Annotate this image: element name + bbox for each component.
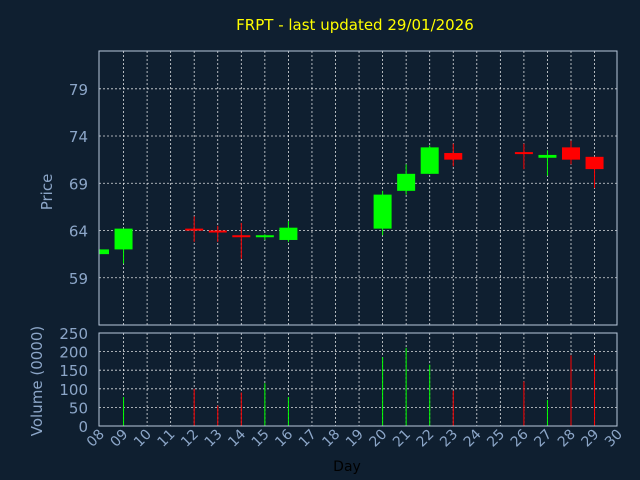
candle-26 xyxy=(514,143,533,170)
x-tick-label: 15 xyxy=(249,427,273,451)
candle-body xyxy=(114,228,133,250)
candle-body xyxy=(279,227,298,240)
x-ticks: 08 09 10 11 12 13 14 15 16 17 18 19 20 21 22 23 24 25 26 27… xyxy=(84,426,626,450)
price-grid xyxy=(99,51,617,325)
x-axis-label: Day xyxy=(333,459,361,475)
candle-body xyxy=(538,154,557,158)
x-tick-label: 18 xyxy=(319,427,343,451)
price-tick-label: 74 xyxy=(69,128,88,146)
volume-tick-label: 150 xyxy=(59,362,88,380)
volume-tick-label: 50 xyxy=(69,399,88,417)
candle-08 xyxy=(99,249,109,255)
candle-16 xyxy=(279,221,298,242)
candle-15 xyxy=(255,234,274,240)
candle-20 xyxy=(373,190,392,236)
candle-body xyxy=(255,235,274,238)
chart-title: FRPT - last updated 29/01/2026 xyxy=(236,16,474,34)
x-tick-label: 16 xyxy=(272,426,296,450)
price-tick-label: 64 xyxy=(69,223,88,241)
candle-body xyxy=(232,235,251,238)
candle-body xyxy=(562,147,580,160)
x-tick-label: 25 xyxy=(484,427,508,451)
price-tick-label: 79 xyxy=(69,81,88,99)
volume-axis-label: Volume (0000) xyxy=(28,326,46,436)
candle-09 xyxy=(114,228,133,264)
candle-22 xyxy=(420,145,439,174)
volume-grid xyxy=(99,333,617,426)
volume-tick-label: 0 xyxy=(78,418,88,436)
x-tick-label: 17 xyxy=(296,427,320,451)
x-tick-label: 22 xyxy=(414,427,438,451)
x-tick-label: 14 xyxy=(225,426,249,450)
candle-body xyxy=(208,230,227,233)
candle-body xyxy=(420,147,439,174)
x-tick-label: 20 xyxy=(367,427,391,451)
x-tick-label: 27 xyxy=(531,427,555,451)
x-tick-label: 13 xyxy=(202,427,226,451)
price-tick-label: 69 xyxy=(69,175,88,193)
price-axis-label: Price xyxy=(38,174,56,211)
x-tick-label: 21 xyxy=(390,427,414,451)
candle-21 xyxy=(397,164,416,195)
x-tick-label: 10 xyxy=(131,427,155,451)
candle-27 xyxy=(538,150,557,176)
x-tick-label: 12 xyxy=(178,427,202,451)
price-y-ticks: 59 64 69 74 79 xyxy=(69,81,88,288)
x-tick-label: 29 xyxy=(578,427,602,451)
x-tick-label: 30 xyxy=(602,427,626,451)
volume-bars xyxy=(123,347,596,426)
volume-panel-frame xyxy=(98,332,618,427)
candle-body xyxy=(100,249,109,255)
x-tick-label: 26 xyxy=(508,426,532,450)
candle-body xyxy=(514,152,533,155)
price-panel-frame xyxy=(98,50,618,326)
x-tick-label: 23 xyxy=(437,427,461,451)
candle-body xyxy=(373,194,392,229)
volume-tick-label: 200 xyxy=(59,344,88,362)
price-tick-label: 59 xyxy=(69,270,88,288)
x-tick-label: 28 xyxy=(555,427,579,451)
volume-tick-label: 250 xyxy=(59,325,88,343)
candle-23 xyxy=(444,143,463,167)
candle-body xyxy=(185,228,204,231)
volume-tick-label: 100 xyxy=(59,381,88,399)
candle-28 xyxy=(562,140,580,165)
candle-body xyxy=(444,153,463,160)
x-tick-label: 11 xyxy=(155,427,179,451)
candle-12 xyxy=(185,216,204,242)
x-tick-label: 09 xyxy=(107,427,131,451)
candle-29 xyxy=(585,156,604,188)
x-tick-label: 24 xyxy=(461,426,485,450)
candles xyxy=(99,140,604,264)
candle-13 xyxy=(208,225,227,242)
x-tick-label: 19 xyxy=(343,427,367,451)
candle-body xyxy=(397,173,416,191)
candle-14 xyxy=(232,222,251,259)
candle-body xyxy=(585,156,604,170)
